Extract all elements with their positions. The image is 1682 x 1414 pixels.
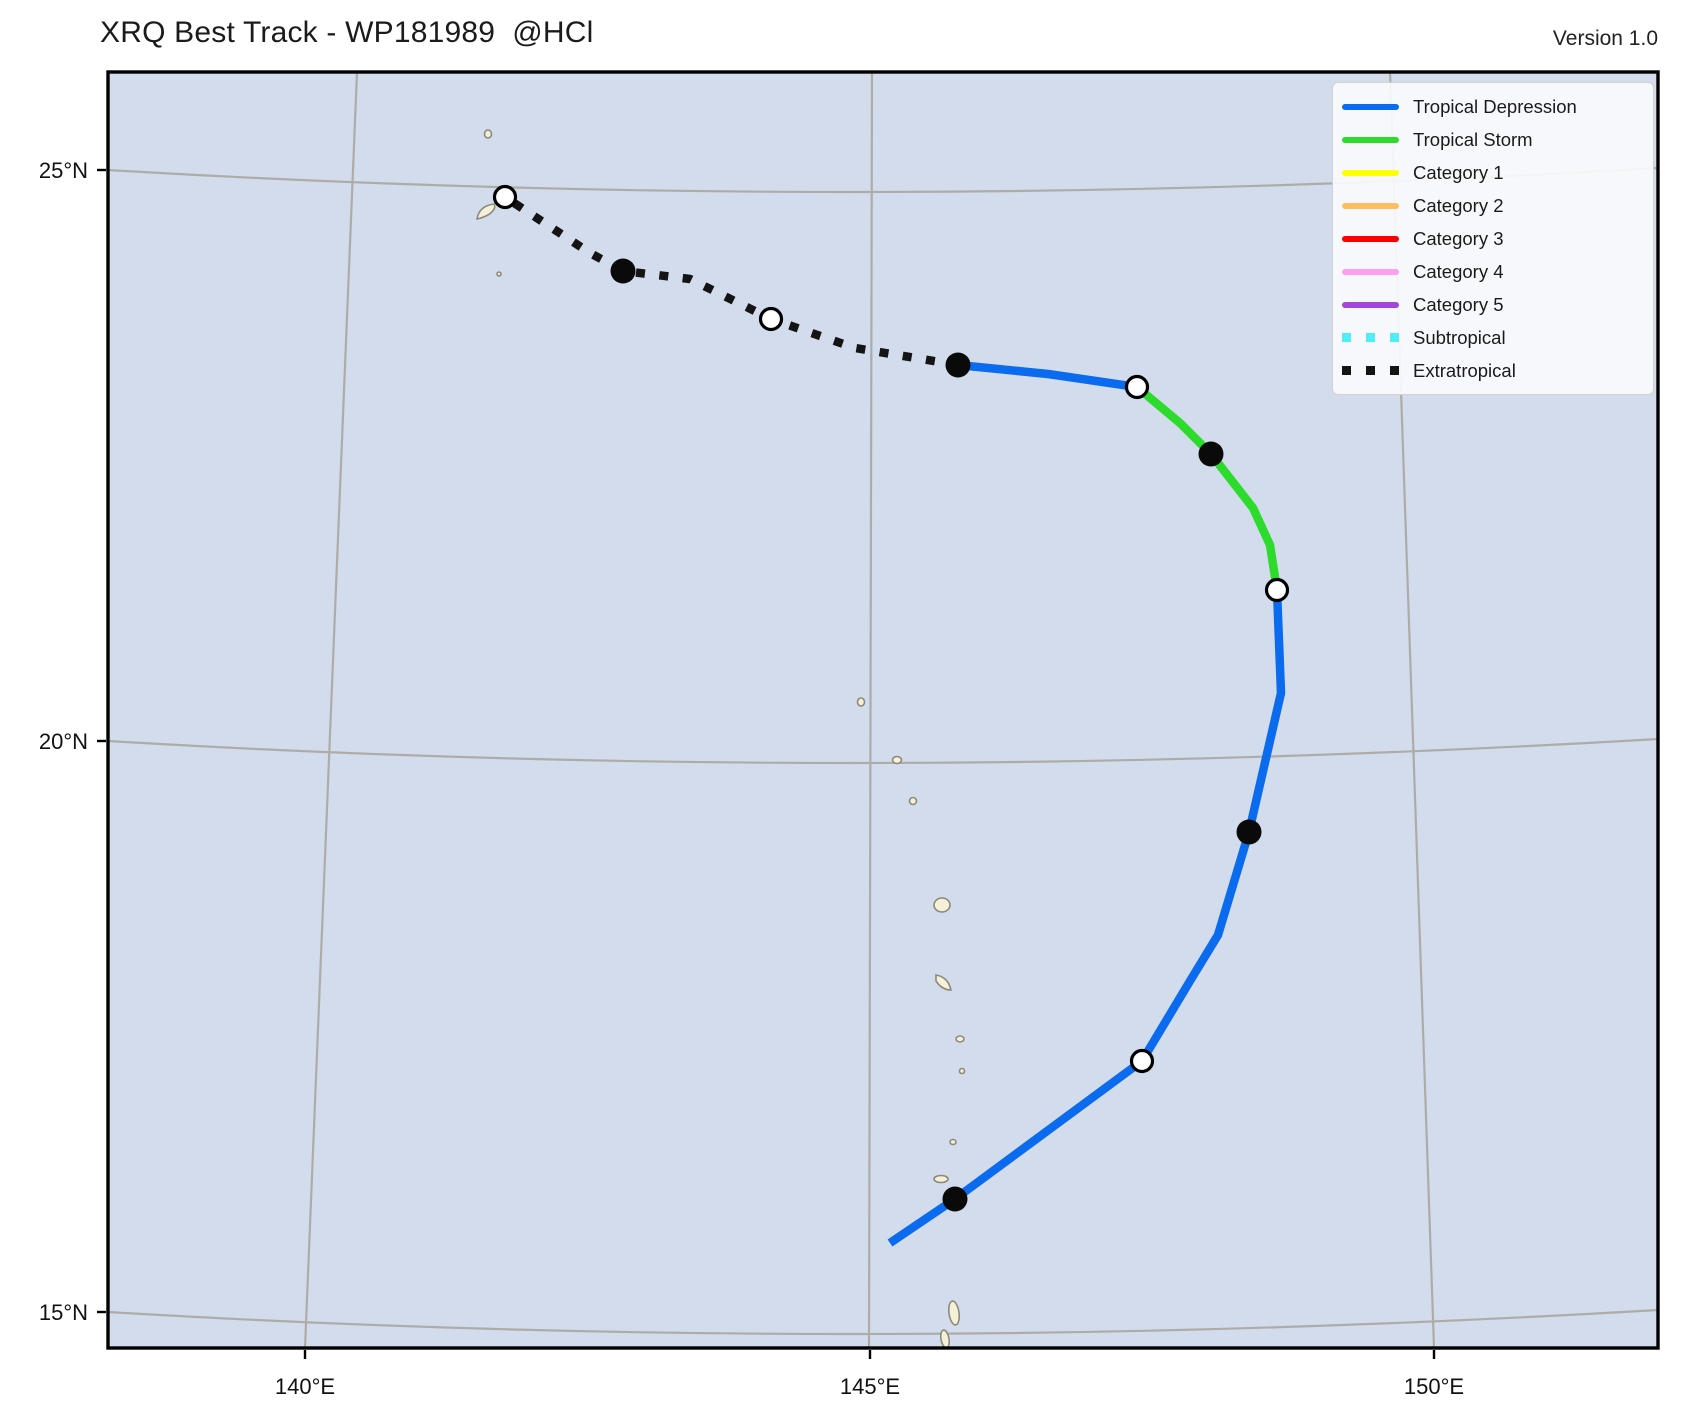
legend-item: Category 2 [1342, 189, 1643, 222]
track-point-filled [610, 258, 636, 284]
legend-item: Tropical Storm [1342, 123, 1643, 156]
legend-label: Subtropical [1413, 326, 1506, 348]
legend-label: Category 1 [1413, 161, 1504, 183]
island [891, 755, 903, 765]
legend-label: Tropical Storm [1413, 128, 1533, 150]
legend-line [1342, 268, 1399, 275]
legend-dot [1390, 333, 1399, 342]
map-frame [106, 70, 1660, 1350]
legend-swatch-line [1342, 169, 1399, 176]
track-point-filled [945, 352, 971, 378]
island [958, 1067, 966, 1075]
chart-title: XRQ Best Track - WP181989 @HCl [100, 16, 594, 49]
legend-line [1342, 136, 1399, 143]
island [933, 897, 951, 913]
track-segment-extratropical [502, 193, 959, 370]
legend-dot [1342, 366, 1351, 375]
legend-label: Category 3 [1413, 227, 1504, 249]
track-segment-tropical-depression [887, 589, 1286, 1247]
legend-swatch-line [1342, 202, 1399, 209]
track-point-filled [1236, 819, 1262, 845]
legend: Tropical Depression Tropical Storm Categor… [1332, 82, 1654, 395]
y-tick-label: 25°N [39, 158, 88, 183]
legend-item: Category 1 [1342, 156, 1643, 189]
legend-line [1342, 235, 1399, 242]
legend-label: Category 5 [1413, 293, 1504, 315]
island [949, 1138, 957, 1146]
legend-swatch-line [1342, 136, 1399, 143]
island [955, 1035, 965, 1043]
legend-label: Extratropical [1413, 359, 1516, 381]
island [856, 697, 866, 707]
legend-item: Tropical Depression [1342, 90, 1643, 123]
island [935, 974, 953, 991]
track-point-open [758, 306, 784, 332]
legend-swatch-dotted [1342, 333, 1399, 342]
legend-item: Category 3 [1342, 222, 1643, 255]
legend-item: Subtropical [1342, 321, 1643, 354]
island [947, 1300, 961, 1326]
x-tick-label: 150°E [1404, 1374, 1464, 1399]
track-point-open [1129, 1048, 1155, 1074]
x-tick-label: 140°E [275, 1374, 335, 1399]
legend-item: Category 5 [1342, 288, 1643, 321]
island [908, 796, 918, 806]
legend-swatch-line [1342, 235, 1399, 242]
legend-line [1342, 202, 1399, 209]
track-segment-tropical-storm [1134, 383, 1282, 591]
legend-dot [1366, 333, 1375, 342]
island [933, 1174, 949, 1184]
map-inner [108, 72, 1658, 1348]
legend-label: Category 4 [1413, 260, 1504, 282]
legend-dot [1366, 366, 1375, 375]
legend-line [1342, 301, 1399, 308]
track-point-filled [942, 1186, 968, 1212]
legend-line [1342, 169, 1399, 176]
legend-dot [1342, 333, 1351, 342]
gridline-meridian [867, 72, 874, 1348]
gridline-meridian [303, 72, 359, 1348]
version-label: Version 1.0 [1552, 27, 1658, 50]
track-point-open [1264, 577, 1290, 603]
legend-item: Extratropical [1342, 354, 1643, 387]
legend-label: Category 2 [1413, 194, 1504, 216]
island [476, 203, 496, 221]
track-point-filled [1198, 441, 1224, 467]
y-tick-label: 15°N [39, 1300, 88, 1325]
legend-line [1342, 103, 1399, 110]
legend-label: Tropical Depression [1413, 95, 1577, 117]
legend-swatch-line [1342, 301, 1399, 308]
island [483, 129, 493, 139]
legend-swatch-line [1342, 268, 1399, 275]
legend-swatch-line [1342, 103, 1399, 110]
track-segment-tropical-depression [957, 360, 1138, 392]
track-point-open [492, 184, 518, 210]
x-tick-label: 145°E [840, 1374, 900, 1399]
legend-dot [1390, 366, 1399, 375]
legend-item: Category 4 [1342, 255, 1643, 288]
island [496, 271, 502, 277]
track-point-open [1124, 374, 1150, 400]
y-tick-label: 20°N [39, 729, 88, 754]
legend-swatch-dotted [1342, 366, 1399, 375]
